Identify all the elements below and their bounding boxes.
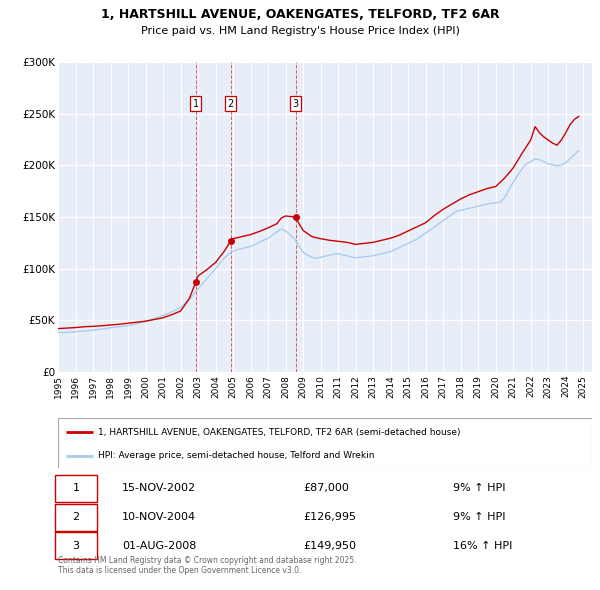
Text: 2: 2 [73,512,80,522]
Text: 9% ↑ HPI: 9% ↑ HPI [453,512,506,522]
FancyBboxPatch shape [55,532,97,559]
Text: £87,000: £87,000 [304,483,350,493]
Text: 1, HARTSHILL AVENUE, OAKENGATES, TELFORD, TF2 6AR (semi-detached house): 1, HARTSHILL AVENUE, OAKENGATES, TELFORD… [98,428,461,437]
Text: 9% ↑ HPI: 9% ↑ HPI [453,483,506,493]
Text: 01-AUG-2008: 01-AUG-2008 [122,541,196,551]
Text: 16% ↑ HPI: 16% ↑ HPI [453,541,512,551]
Text: 10-NOV-2004: 10-NOV-2004 [122,512,196,522]
Text: Contains HM Land Registry data © Crown copyright and database right 2025.
This d: Contains HM Land Registry data © Crown c… [58,556,356,575]
Text: £149,950: £149,950 [304,541,356,551]
FancyBboxPatch shape [55,475,97,502]
Text: HPI: Average price, semi-detached house, Telford and Wrekin: HPI: Average price, semi-detached house,… [98,451,374,460]
Text: 1: 1 [193,99,199,109]
Text: 3: 3 [293,99,299,109]
Text: 2: 2 [227,99,234,109]
Text: £126,995: £126,995 [304,512,356,522]
FancyBboxPatch shape [55,503,97,530]
Text: 1, HARTSHILL AVENUE, OAKENGATES, TELFORD, TF2 6AR: 1, HARTSHILL AVENUE, OAKENGATES, TELFORD… [101,8,499,21]
Text: 1: 1 [73,483,80,493]
Text: 15-NOV-2002: 15-NOV-2002 [122,483,196,493]
Text: 3: 3 [73,541,80,551]
Text: Price paid vs. HM Land Registry's House Price Index (HPI): Price paid vs. HM Land Registry's House … [140,26,460,36]
